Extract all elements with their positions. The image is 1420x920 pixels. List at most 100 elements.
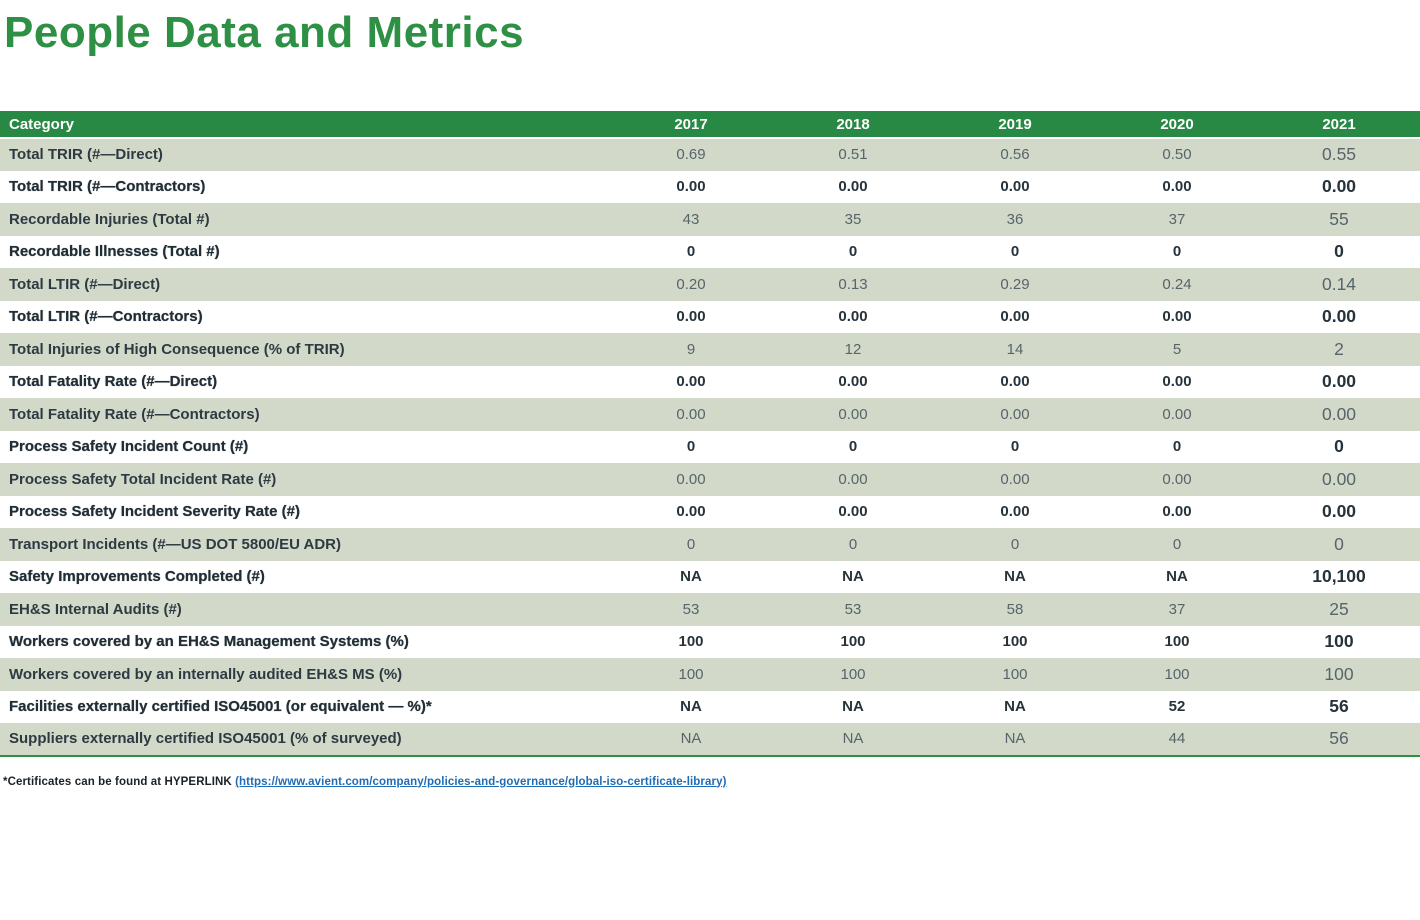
table-row: Transport Incidents (#—US DOT 5800/EU AD… [0,528,1420,561]
value-cell-2018: 0.00 [838,470,868,488]
value-cell-2019: 0 [1010,535,1020,553]
value-cell-2019: 0.29 [1000,275,1030,293]
value-cell-2017: 53 [682,600,700,618]
value-cell-2021: 56 [1258,723,1420,757]
category-cell: Total LTIR (#—Contractors) [9,308,203,326]
category-cell: Total Injuries of High Consequence (% of… [9,340,345,358]
table-row: Total TRIR (#—Direct) 0.69 0.51 0.56 0.50 0.5… [0,138,1420,171]
report-page: People Data and Metrics Category 2017 20… [0,8,1420,920]
value-cell-2021: 2 [1334,338,1344,359]
table-row: Recordable Illnesses (Total #) 0 0 0 0 0 [0,235,1420,268]
value-cell-2020: 52 [1168,698,1186,716]
value-cell-2020: 0.00 [1162,308,1192,326]
value-cell-2018: 0 [848,243,858,261]
page-title: People Data and Metrics [4,8,525,57]
value-cell-2021: 0 [1334,533,1344,554]
value-cell-2019: 58 [1006,600,1024,618]
table-row: Safety Improvements Completed (#) NA NA NA N… [0,560,1420,593]
table-row: Total LTIR (#—Direct) 0.20 0.13 0.29 0.24 0.1… [0,268,1420,301]
value-cell-2018: 0.00 [838,373,868,391]
value-cell-2018: 12 [844,340,862,358]
value-cell-2019: NA [1004,698,1026,716]
value-cell-2017: 100 [678,633,704,651]
value-cell-2017: 0 [686,243,696,261]
value-cell-2017: 100 [678,665,704,683]
table-header: Category 2017 2018 2019 2020 2021 [0,111,1420,139]
value-cell-2021: 0.00 [1321,403,1357,424]
value-cell-2018: 0 [848,438,858,456]
table-row: Facilities externally certified ISO45001… [0,690,1420,723]
value-cell-2018: 100 [840,665,866,683]
value-cell-2017: 43 [682,210,700,228]
category-cell: Transport Incidents (#—US DOT 5800/EU AD… [9,535,342,553]
table-row: Recordable Injuries (Total #) 43 35 36 37 55 [0,203,1420,236]
column-header-2018: 2018 [772,111,934,139]
value-cell-2020: 37 [1168,600,1186,618]
value-cell-2019: 0.56 [1000,146,1030,164]
value-cell-2017: 0.00 [676,178,706,196]
table-row: Process Safety Total Incident Rate (#) 0.… [0,463,1420,496]
value-cell-2018: 0.13 [838,275,868,293]
value-cell-2021: 55 [1329,208,1349,229]
category-cell: Total Fatality Rate (#—Direct) [9,373,218,391]
value-cell-2019: 0 [1010,243,1020,261]
value-cell-2017: 0.00 [676,373,706,391]
value-cell-2019: 0.00 [1000,503,1030,521]
column-header-category: Category [0,111,610,139]
value-cell-2020: 0.00 [1162,503,1192,521]
table-row: Total TRIR (#—Contractors) 0.00 0.00 0.00 0.… [0,170,1420,203]
value-cell-2021: 0 [1334,241,1344,262]
table-row: Workers covered by an EH&S Management Sy… [0,625,1420,658]
value-cell-2020: 100 [1164,633,1190,651]
header-row: Category 2017 2018 2019 2020 2021 [0,111,1420,139]
value-cell-2019: 100 [1002,633,1028,651]
value-cell-2019: 0.00 [1000,470,1030,488]
category-cell: Total Fatality Rate (#—Contractors) [9,405,260,423]
value-cell-2020: 0.24 [1162,275,1192,293]
value-cell-2021: 0.00 [1321,176,1357,197]
value-cell-2019: NA [934,723,1096,757]
category-cell: Total LTIR (#—Direct) [9,275,161,293]
value-cell-2020: 0.00 [1162,178,1192,196]
value-cell-2017: 0.00 [676,470,706,488]
table-row: Workers covered by an internally audited… [0,658,1420,691]
table-row: Total Fatality Rate (#—Contractors) 0.00 0… [0,398,1420,431]
value-cell-2017: NA [680,568,702,586]
value-cell-2018: 35 [844,210,862,228]
table-row: Process Safety Incident Severity Rate (#… [0,495,1420,528]
table-row: Total Injuries of High Consequence (% of… [0,333,1420,366]
table-row: Suppliers externally certified ISO45001 … [0,723,1420,757]
value-cell-2020: 0.00 [1162,405,1192,423]
table-row: Total Fatality Rate (#—Direct) 0.00 0.00 0.… [0,365,1420,398]
column-header-2019: 2019 [934,111,1096,139]
value-cell-2017: 0.20 [676,275,706,293]
value-cell-2021: 100 [1324,663,1354,684]
value-cell-2019: 36 [1006,210,1024,228]
value-cell-2018: 0.00 [838,308,868,326]
value-cell-2018: 0.00 [838,178,868,196]
value-cell-2018: 0.00 [838,503,868,521]
value-cell-2019: 0.00 [1000,373,1030,391]
value-cell-2018: NA [772,723,934,757]
value-cell-2019: 100 [1002,665,1028,683]
value-cell-2018: NA [842,568,864,586]
column-header-2021: 2021 [1258,111,1420,139]
value-cell-2021: 100 [1324,631,1354,652]
value-cell-2021: 0.00 [1321,371,1357,392]
value-cell-2017: 9 [686,340,696,358]
category-cell: Facilities externally certified ISO45001… [9,698,432,716]
table-row: EH&S Internal Audits (#) 53 53 58 37 25 [0,593,1420,626]
category-cell: Suppliers externally certified ISO45001 … [0,723,610,757]
iso-certificate-library-link[interactable]: (https://www.avient.com/company/policies… [235,775,727,788]
value-cell-2017: NA [680,698,702,716]
value-cell-2020: 0.00 [1162,470,1192,488]
category-cell: EH&S Internal Audits (#) [9,600,182,618]
value-cell-2019: 0.00 [1000,178,1030,196]
value-cell-2018: NA [842,698,864,716]
value-cell-2020: 37 [1168,210,1186,228]
category-cell: Process Safety Incident Count (#) [9,438,249,456]
people-metrics-table: Category 2017 2018 2019 2020 2021 Total … [0,111,1420,757]
table-body: Total TRIR (#—Direct) 0.69 0.51 0.56 0.50 0.5… [0,138,1420,757]
column-header-2017: 2017 [610,111,772,139]
value-cell-2021: 0.00 [1321,501,1357,522]
